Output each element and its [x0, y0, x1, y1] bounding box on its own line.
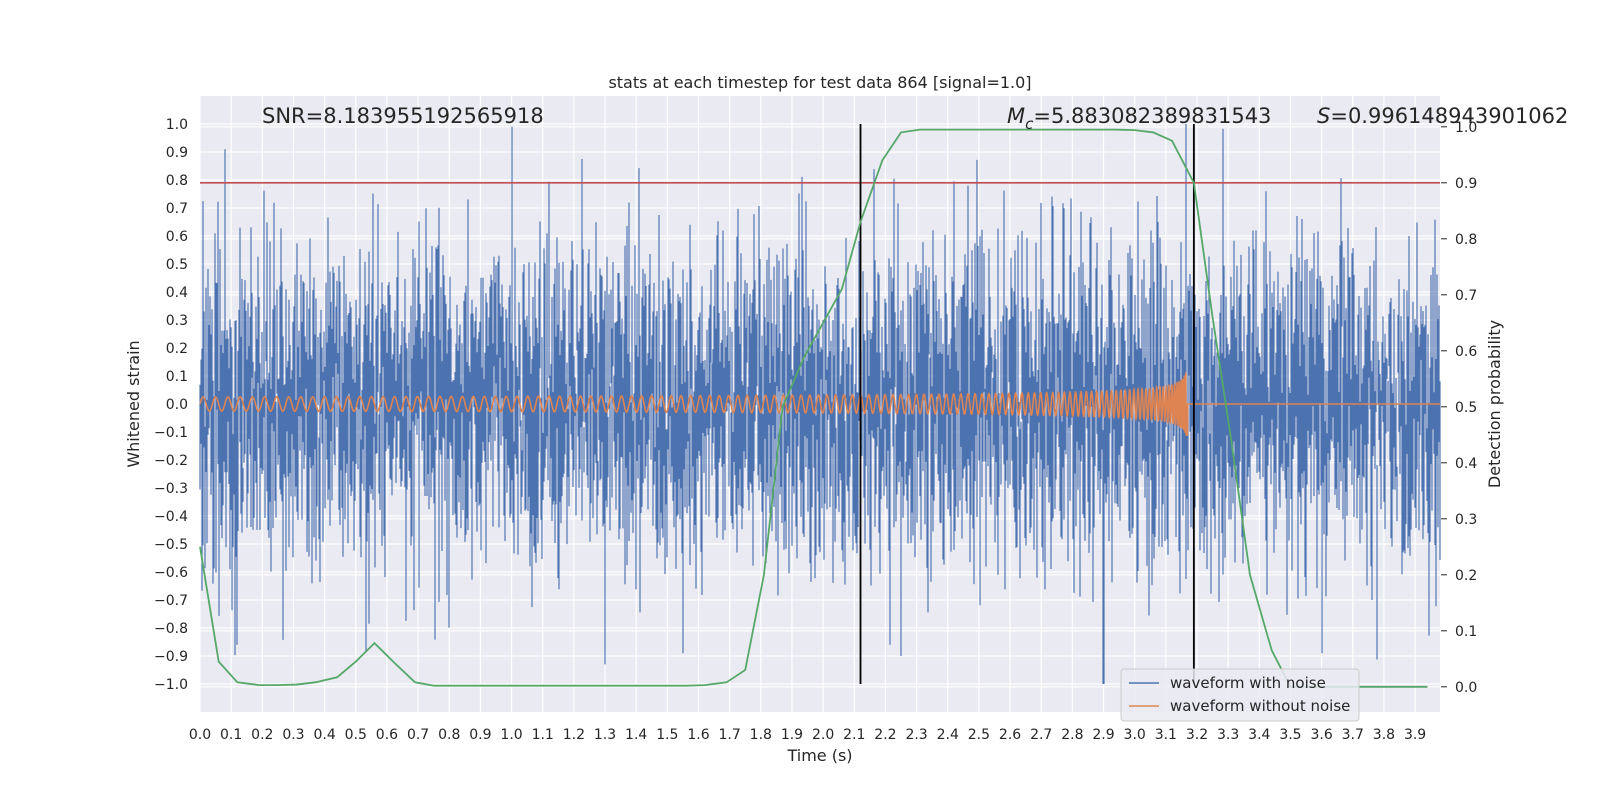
y-tick-label: 0.7 — [166, 201, 188, 217]
x-tick-label: 1.8 — [750, 727, 772, 743]
x-tick-label: 2.6 — [999, 727, 1021, 743]
x-tick-label: 1.0 — [500, 727, 522, 743]
y-tick-labels: 1.0 0.9 0.8 0.7 0.6 0.5 0.4 0.3 0.2 0.1 0.0 −0.1 −0.… — [154, 117, 188, 693]
y2-tick-label: 0.3 — [1455, 512, 1477, 528]
y-tick-label: −0.8 — [154, 621, 188, 637]
x-tick-label: 2.2 — [874, 727, 896, 743]
y2-tick-label: 1.0 — [1455, 120, 1477, 136]
x-tick-label: 2.9 — [1092, 727, 1114, 743]
x-tick-label: 0.1 — [220, 727, 242, 743]
y-tick-label: −1.0 — [154, 677, 188, 693]
s-symbol: S — [1317, 104, 1330, 128]
x-tick-label: 1.7 — [719, 727, 741, 743]
x-tick-label: 0.0 — [189, 727, 211, 743]
x-tick-label: 2.7 — [1030, 727, 1052, 743]
x-tick-label: 3.3 — [1217, 727, 1239, 743]
x-tick-label: 3.0 — [1124, 727, 1146, 743]
x-tick-label: 0.6 — [376, 727, 398, 743]
y2-tick-label: 0.8 — [1455, 232, 1477, 248]
y2-axis-label: Detection probability — [1485, 320, 1504, 488]
y-tick-label: 0.8 — [166, 173, 188, 189]
x-tick-label: 1.9 — [781, 727, 803, 743]
y-tick-label: −0.6 — [154, 565, 188, 581]
y-tick-label: 0.0 — [166, 397, 188, 413]
x-tick-label: 1.1 — [532, 727, 554, 743]
y-tick-label: 0.1 — [166, 369, 188, 385]
y2-tick-label: 0.4 — [1455, 456, 1477, 472]
mc-value: =5.883082389831543 — [1033, 104, 1271, 128]
marker-lines — [859, 124, 1195, 684]
x-tick-label: 3.7 — [1342, 727, 1364, 743]
x-axis-label: Time (s) — [786, 746, 852, 765]
x-tick-labels: 0.0 0.1 0.2 0.3 0.4 0.5 0.6 0.7 0.8 0.9 1.0 1.1 1.2 1… — [189, 727, 1426, 743]
y2-tick-label: 0.7 — [1455, 288, 1477, 304]
x-tick-label: 3.4 — [1248, 727, 1270, 743]
y2-tick-label: 0.0 — [1455, 680, 1477, 696]
legend: waveform with noise waveform without noi… — [1120, 668, 1360, 722]
y-tick-label: 0.4 — [166, 285, 188, 301]
x-tick-label: 3.8 — [1373, 727, 1395, 743]
series-detection-probability — [199, 128, 1428, 688]
y2-tick-label: 0.1 — [1455, 624, 1477, 640]
y-tick-label: −0.2 — [154, 453, 188, 469]
y-axis-label: Whitened strain — [124, 340, 143, 467]
legend-label-clean: waveform without noise — [1170, 697, 1350, 715]
x-tick-label: 2.5 — [968, 727, 990, 743]
x-tick-label: 0.7 — [407, 727, 429, 743]
y-tick-label: 1.0 — [166, 117, 188, 133]
y-tick-label: 0.2 — [166, 341, 188, 357]
y-tick-label: 0.3 — [166, 313, 188, 329]
x-tick-label: 3.1 — [1155, 727, 1177, 743]
mc-annotation: Mc=5.883082389831543 — [1007, 104, 1271, 133]
y2-tick-label: 0.2 — [1455, 568, 1477, 584]
x-tick-label: 1.2 — [563, 727, 585, 743]
x-tick-label: 2.1 — [843, 727, 865, 743]
snr-annotation: SNR=8.183955192565918 — [262, 104, 544, 128]
x-tick-label: 0.5 — [345, 727, 367, 743]
x-tick-label: 1.4 — [625, 727, 647, 743]
y2-tick-label: 0.9 — [1455, 176, 1477, 192]
s-annotation: S=0.996148943901062 — [1317, 104, 1568, 128]
x-tick-label: 2.8 — [1061, 727, 1083, 743]
y-tick-label: 0.9 — [166, 145, 188, 161]
x-tick-label: 0.9 — [469, 727, 491, 743]
chirp-line — [199, 372, 1440, 437]
x-tick-label: 2.4 — [937, 727, 959, 743]
y-tick-label: −0.7 — [154, 593, 188, 609]
x-tick-label: 2.3 — [905, 727, 927, 743]
x-tick-label: 0.8 — [438, 727, 460, 743]
x-tick-label: 0.3 — [282, 727, 304, 743]
y-tick-label: −0.9 — [154, 649, 188, 665]
x-tick-label: 0.4 — [313, 727, 335, 743]
x-tick-label: 1.5 — [656, 727, 678, 743]
chart-title: stats at each timestep for test data 864… — [608, 73, 1031, 92]
probability-line — [199, 128, 1428, 688]
series-waveform-without-noise — [199, 372, 1440, 437]
y-tick-label: −0.5 — [154, 537, 188, 553]
x-tick-label: 3.5 — [1279, 727, 1301, 743]
legend-label-noise: waveform with noise — [1170, 674, 1326, 692]
y-tick-label: 0.6 — [166, 229, 188, 245]
y2-tick-label: 0.5 — [1455, 400, 1477, 416]
mc-subscript: c — [1025, 115, 1034, 133]
y-tick-label: 0.5 — [166, 257, 188, 273]
s-value: =0.996148943901062 — [1330, 104, 1568, 128]
x-tick-label: 2.0 — [812, 727, 834, 743]
y2-tick-label: 0.6 — [1455, 344, 1477, 360]
mc-symbol: M — [1007, 104, 1025, 128]
y-tick-label: −0.1 — [154, 425, 188, 441]
y2-tick-labels: 1.0 0.9 0.8 0.7 0.6 0.5 0.4 0.3 0.2 0.1 0.0 — [1441, 120, 1477, 696]
legend-box — [1120, 668, 1360, 722]
x-tick-label: 1.6 — [687, 727, 709, 743]
y-tick-label: −0.4 — [154, 509, 188, 525]
x-tick-label: 1.3 — [594, 727, 616, 743]
x-tick-label: 3.2 — [1186, 727, 1208, 743]
x-tick-label: 0.2 — [251, 727, 273, 743]
y-tick-label: −0.3 — [154, 481, 188, 497]
x-tick-label: 3.9 — [1404, 727, 1426, 743]
x-tick-label: 3.6 — [1310, 727, 1332, 743]
